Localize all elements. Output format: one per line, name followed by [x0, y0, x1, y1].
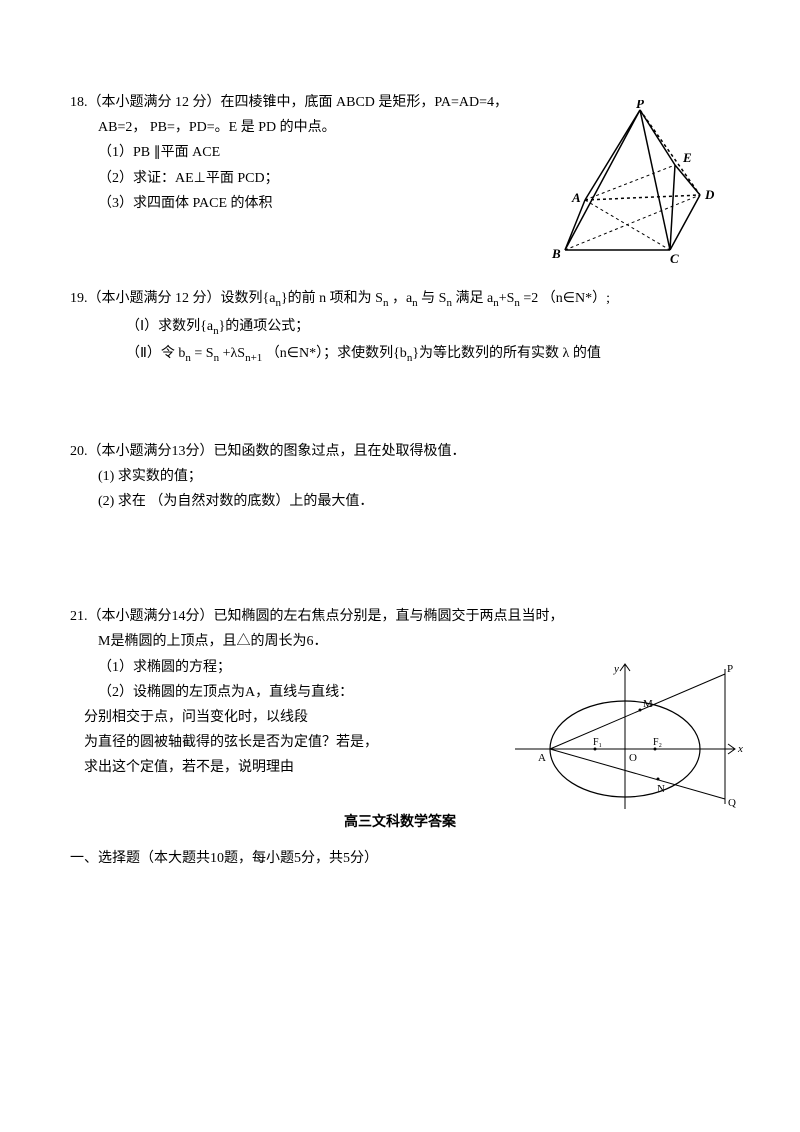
question-21: 21.（本小题满分14分）已知椭圆的左右焦点分别是，直与椭圆交于两点且当时， M… — [70, 604, 730, 780]
question-20: 20.（本小题满分13分）已知函数的图象过点，且在处取得极值． (1) 求实数的… — [70, 439, 730, 515]
q19-line1: （Ⅰ）求数列{an}的通项公式； — [70, 314, 730, 342]
svg-text:E: E — [682, 150, 692, 165]
q20-line2: (2) 求在 （为自然对数的底数）上的最大值． — [70, 489, 730, 514]
question-18: 18.（本小题满分 12 分）在四棱锥中，底面 ABCD 是矩形，PA=AD=4… — [70, 90, 730, 216]
svg-text:Q: Q — [728, 797, 736, 809]
svg-text:M: M — [643, 698, 653, 710]
svg-text:B: B — [551, 246, 561, 261]
svg-text:C: C — [670, 251, 679, 266]
svg-text:F₂: F₂ — [653, 737, 662, 748]
svg-text:A: A — [538, 752, 546, 764]
svg-text:y: y — [613, 663, 619, 675]
svg-text:F₁: F₁ — [593, 737, 602, 748]
answer-section-1: 一、选择题（本大题共10题，每小题5分，共5分） — [70, 846, 730, 871]
svg-text:P: P — [727, 663, 733, 675]
svg-text:D: D — [704, 187, 715, 202]
question-19: 19.（本小题满分 12 分）设数列{an}的前 n 项和为 Sn ，an 与 … — [70, 286, 730, 369]
q19-header: 19.（本小题满分 12 分）设数列{an}的前 n 项和为 Sn ，an 与 … — [70, 286, 730, 314]
svg-text:A: A — [571, 190, 581, 205]
svg-text:P: P — [636, 100, 645, 111]
svg-text:O: O — [629, 752, 637, 764]
q20-line1: (1) 求实数的值； — [70, 464, 730, 489]
q19-line2: （Ⅱ）令 bn = Sn +λSn+1 （n∈N*）；求使数列{bn}为等比数列… — [70, 341, 730, 369]
svg-text:x: x — [737, 743, 743, 755]
q21-header: 21.（本小题满分14分）已知椭圆的左右焦点分别是，直与椭圆交于两点且当时， — [70, 604, 730, 629]
pyramid-figure: P E A B C D — [540, 100, 730, 270]
q20-header: 20.（本小题满分13分）已知函数的图象过点，且在处取得极值． — [70, 439, 730, 464]
svg-text:N: N — [657, 783, 665, 795]
ellipse-figure: P M A O F₁ F₂ N Q x y — [510, 654, 750, 814]
q21-line1: M是椭圆的上顶点，且△的周长为6． — [70, 629, 730, 654]
